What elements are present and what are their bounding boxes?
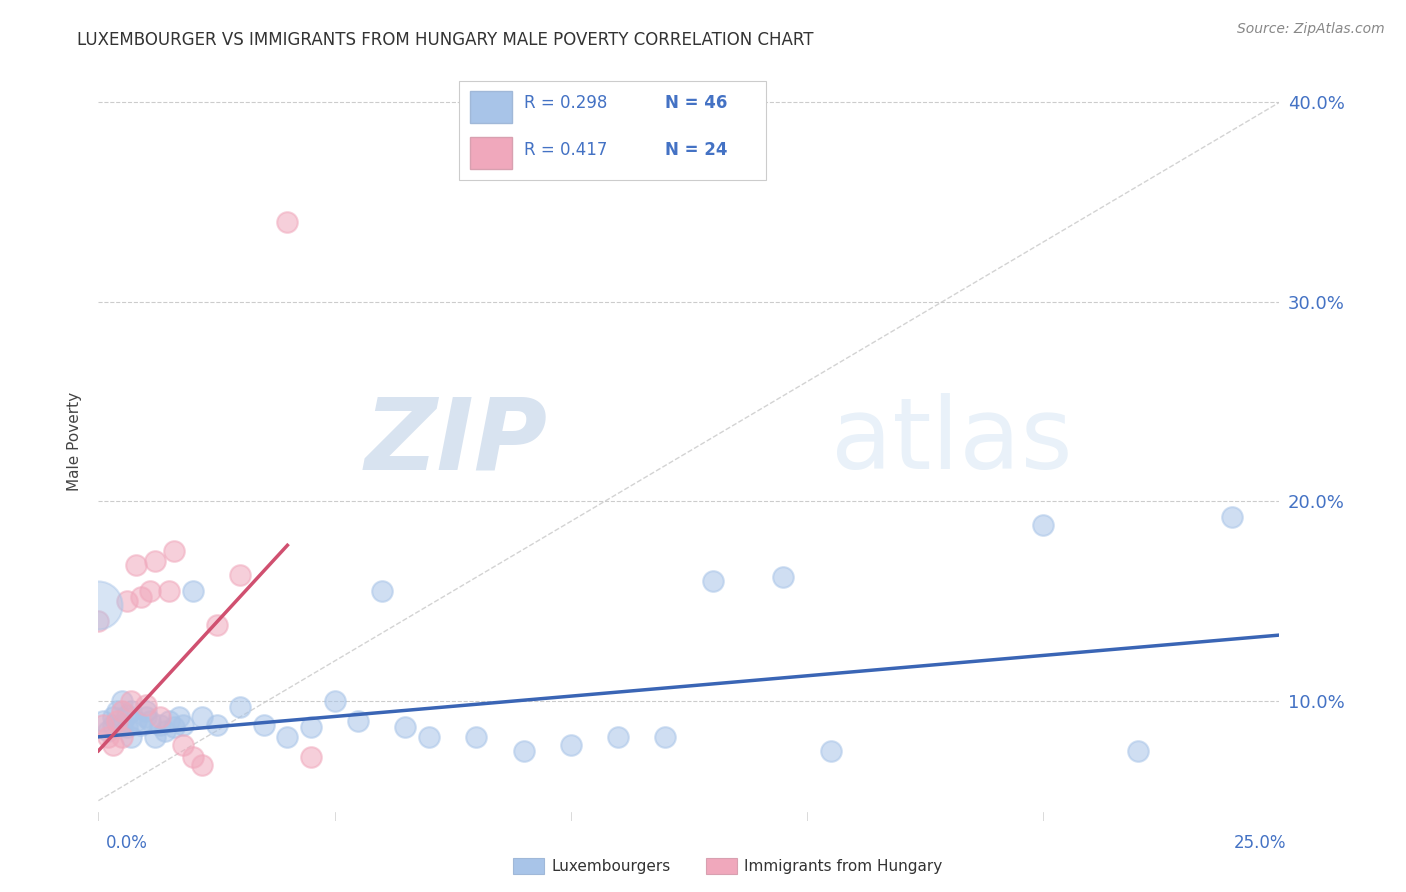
Point [172,738,194,752]
Text: atlas: atlas [831,393,1073,490]
Point [702,574,724,589]
Point [101,710,124,724]
Point [191,710,214,724]
Point [163,720,186,734]
Point [153,723,176,738]
FancyBboxPatch shape [458,81,766,180]
Point [121,694,143,708]
Point [105,704,128,718]
Point [135,710,157,724]
Point [181,584,204,599]
Point [1126,744,1149,758]
Point [143,554,166,568]
Point [87,598,110,612]
Point [772,570,794,584]
Text: R = 0.417: R = 0.417 [523,141,607,159]
Point [87,614,110,628]
Point [371,584,394,599]
Point [135,704,157,718]
Point [820,744,842,758]
Point [129,590,152,604]
Point [115,707,138,722]
Point [191,757,214,772]
Point [121,730,143,744]
Text: LUXEMBOURGER VS IMMIGRANTS FROM HUNGARY MALE POVERTY CORRELATION CHART: LUXEMBOURGER VS IMMIGRANTS FROM HUNGARY … [77,31,814,49]
Point [125,714,148,728]
Point [101,718,124,732]
Text: N = 24: N = 24 [665,141,728,159]
Point [1220,510,1243,524]
Point [229,568,252,582]
Point [418,730,440,744]
Text: Luxembourgers: Luxembourgers [551,859,671,873]
Text: Source: ZipAtlas.com: Source: ZipAtlas.com [1237,22,1385,37]
Text: R = 0.298: R = 0.298 [523,94,607,112]
Point [276,730,298,744]
Text: ZIP: ZIP [364,393,547,490]
Point [607,730,630,744]
Point [111,694,134,708]
Text: Immigrants from Hungary: Immigrants from Hungary [744,859,942,873]
Point [129,718,152,732]
Point [299,720,322,734]
Point [560,738,582,752]
Point [347,714,370,728]
Point [654,730,676,744]
Point [139,714,162,728]
Point [139,584,162,599]
Point [299,749,322,764]
Point [157,584,180,599]
Point [143,730,166,744]
FancyBboxPatch shape [471,136,512,169]
Point [205,618,228,632]
Point [135,698,157,712]
Point [253,718,276,732]
Point [115,720,138,734]
Point [163,544,186,558]
Point [229,699,252,714]
Point [115,594,138,608]
Point [149,710,172,724]
Point [1032,518,1054,533]
Point [91,714,114,728]
Point [97,723,120,738]
Point [172,718,194,732]
Point [394,720,416,734]
Text: 0.0%: 0.0% [105,834,148,852]
Text: N = 46: N = 46 [665,94,728,112]
Point [111,730,134,744]
FancyBboxPatch shape [471,91,512,123]
Point [111,718,134,732]
Point [205,718,228,732]
Point [323,694,346,708]
Point [101,738,124,752]
Point [465,730,488,744]
Y-axis label: Male Poverty: Male Poverty [67,392,83,491]
Point [125,558,148,573]
Point [157,714,180,728]
Point [91,718,114,732]
Point [167,710,190,724]
Point [97,730,120,744]
Point [512,744,534,758]
Point [105,714,128,728]
Point [181,749,204,764]
Point [149,718,172,732]
Text: 25.0%: 25.0% [1234,834,1286,852]
Point [121,704,143,718]
Point [111,704,134,718]
Point [276,215,298,229]
